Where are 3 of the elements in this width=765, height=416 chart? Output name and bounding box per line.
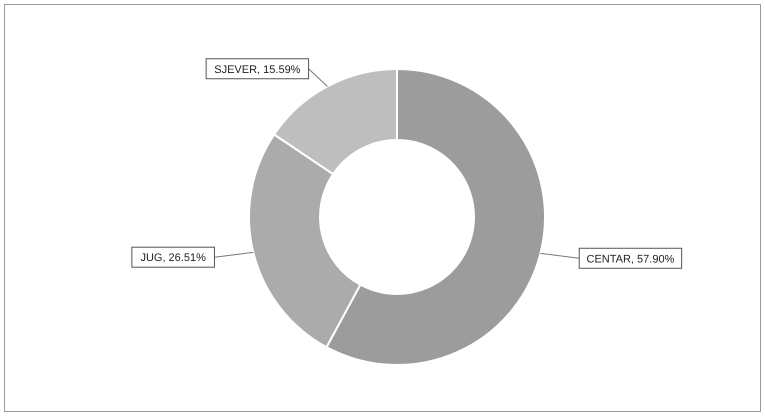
slice-label: CENTAR, 57.90%	[586, 253, 675, 266]
slice-label: JUG, 26.51%	[140, 252, 206, 264]
slice-label: SJEVER, 15.59%	[214, 64, 301, 76]
